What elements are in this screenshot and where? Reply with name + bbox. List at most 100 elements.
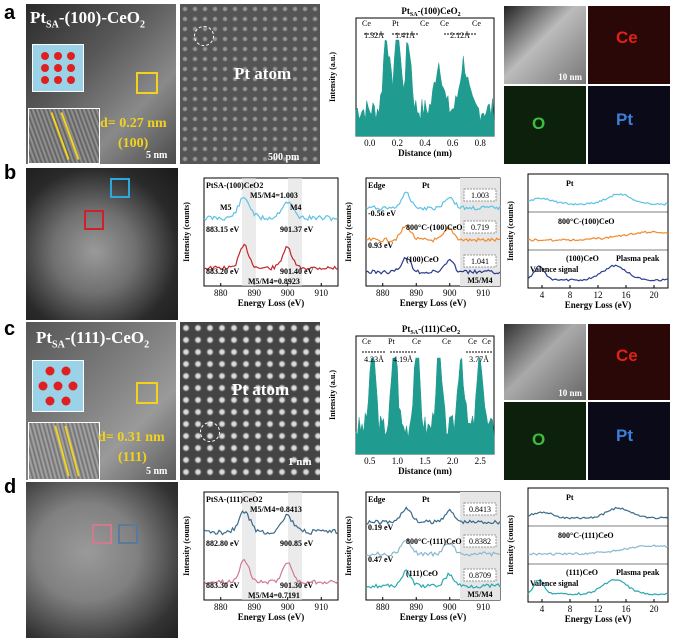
- x-tick-label: 880: [376, 602, 390, 612]
- highlight-band: [288, 492, 302, 600]
- edge-label: Edge: [368, 181, 386, 190]
- pt-atom-circle: [194, 26, 214, 46]
- series-label: 800°C-(100)CeO: [406, 223, 463, 232]
- energy-label: 883.30 eV: [206, 581, 240, 590]
- lowloss-label: (111)CeO: [566, 568, 598, 577]
- plot-frame: [203, 491, 339, 601]
- spectrum-line: [527, 192, 669, 206]
- peak-label: Ce: [472, 19, 481, 28]
- energy-label: 882.80 eV: [206, 539, 240, 548]
- spectrum-line: [527, 506, 669, 520]
- x-tick-label: 0.5: [364, 456, 376, 466]
- valence-label: Valence signal: [530, 265, 579, 274]
- x-tick-label: 890: [248, 602, 262, 612]
- ratio-value: 0.8413: [469, 505, 491, 514]
- ratio-bottom: M5/M4=0.7191: [248, 591, 300, 600]
- peak-label: Ce: [440, 19, 449, 28]
- x-tick-label: 900: [443, 602, 457, 612]
- y-axis-label: Intensity (a.u.): [328, 52, 337, 102]
- valence-label: Valence signal: [530, 579, 579, 588]
- spectrum-line: [203, 197, 339, 222]
- m5-label: M5: [220, 203, 232, 212]
- ratio-top: M5/M4=0.8413: [250, 505, 302, 514]
- y-axis-label: Intensity (counts): [344, 202, 353, 262]
- x-tick-label: 880: [214, 288, 228, 298]
- scale-haadf-a: 500 pm: [268, 152, 300, 163]
- scale-a: 5 nm: [146, 150, 168, 161]
- profile-title: PtSA-(100)CeO2: [401, 6, 460, 18]
- eels-chart-b: 880 890 900 910 Energy Loss (eV) Intensity (c…: [182, 177, 339, 308]
- peak-label: Ce: [482, 337, 491, 346]
- ratio-box: [463, 220, 497, 234]
- line-profile-a: 0.0 0.2 0.4 0.6 0.8 Distance (nm) Intensity (a…: [328, 6, 495, 158]
- region-box-blue-b: [110, 178, 130, 198]
- map-ce-a: Ce: [588, 6, 670, 84]
- dist-label: 1.32Å: [364, 31, 384, 40]
- y-axis-label: Intensity (counts): [182, 516, 191, 576]
- x-axis-label: Energy Loss (eV): [565, 614, 632, 624]
- x-tick-label: 16: [622, 290, 632, 300]
- ratio-box: [463, 568, 497, 582]
- pt-atom-label-c: Pt atom: [232, 380, 290, 399]
- spectrum-line: [365, 191, 501, 211]
- y-axis-label: Intensity (counts): [344, 516, 353, 576]
- x-tick-label: 12: [594, 604, 603, 614]
- x-axis-label: Energy Loss (eV): [565, 300, 632, 310]
- x-tick-label: 910: [477, 602, 491, 612]
- atom-model-inset-c: [32, 360, 84, 412]
- highlight-band: [242, 178, 256, 286]
- panel-label-b: b: [4, 162, 17, 184]
- panel-label-d: d: [4, 476, 17, 498]
- x-tick-label: 4: [540, 290, 545, 300]
- profile-title: PtSA-(111)CeO2: [402, 324, 460, 336]
- dist-label: 2.12Å: [450, 31, 470, 40]
- x-tick-label: 890: [410, 602, 424, 612]
- region-box-red-b: [84, 210, 104, 230]
- haadf-image-a: Pt atom 500 pm: [180, 4, 320, 164]
- x-tick-label: 16: [622, 604, 632, 614]
- energy-label: 900.85 eV: [280, 539, 314, 548]
- y-axis-label: Intensity (counts): [506, 201, 515, 261]
- dist-label: 1.41Å: [395, 31, 415, 40]
- plot-frame: [203, 177, 339, 287]
- spectrum-line: [203, 558, 339, 585]
- scale-haadf-c: 1 nm: [288, 456, 312, 468]
- plane-c: (111): [118, 450, 147, 465]
- x-tick-label: 0.6: [447, 138, 459, 148]
- spectrum-line: [365, 569, 501, 589]
- tem-image-a: PtSA-(100)-CeO2 d= 0.27 nm (100) 5 nm: [26, 4, 176, 164]
- plane-a: (100): [118, 136, 149, 151]
- highlight-band: [242, 492, 256, 600]
- dist-label: 4.19Å: [393, 355, 413, 364]
- peak-label: Ce: [468, 337, 477, 346]
- spectrum-line: [365, 506, 501, 525]
- x-tick-label: 890: [410, 288, 424, 298]
- lowloss-chart-d: 4 8 12 16 20 Energy Loss (eV) Intensity (count…: [506, 487, 669, 624]
- energy-label: 901.40 eV: [280, 267, 314, 276]
- zoom-box: [136, 72, 158, 94]
- ratio-value: 0.719: [471, 223, 489, 232]
- x-tick-label: 20: [650, 290, 660, 300]
- x-tick-label: 20: [650, 604, 660, 614]
- x-tick-label: 1.5: [419, 456, 431, 466]
- x-tick-label: 8: [568, 604, 573, 614]
- x-tick-label: 900: [443, 288, 457, 298]
- lowloss-label: Pt: [566, 179, 574, 188]
- ratio-box: [463, 502, 497, 516]
- pt-atom-label-a: Pt atom: [234, 64, 292, 83]
- shift-label: -0.56 eV: [368, 209, 396, 218]
- energy-label: 901.30 eV: [280, 581, 314, 590]
- peak-label: Ce: [442, 337, 451, 346]
- edge-chart-b: 880 890 900 910 Energy Loss (eV) Intensity (c…: [344, 177, 501, 308]
- ratio-value: 0.8709: [469, 571, 491, 580]
- y-axis-label: Intensity (counts): [506, 515, 515, 575]
- atom-model-svg: [41, 52, 75, 84]
- series-label: Pt: [422, 181, 430, 190]
- tem-title-a: PtSA-(100)-CeO2: [30, 8, 146, 31]
- x-axis-label: Energy Loss (eV): [238, 298, 305, 308]
- x-axis-label: Energy Loss (eV): [400, 612, 467, 622]
- series-label: (100)CeO: [406, 255, 439, 264]
- x-axis-label: Energy Loss (eV): [238, 612, 305, 622]
- tem-image-c: PtSA-(111)-CeO2 d= 0.31 nm (111) 5 nm: [26, 322, 176, 480]
- eels-chart-d: 880 890 900 910 Energy Loss (eV) Intensity (c…: [182, 491, 339, 622]
